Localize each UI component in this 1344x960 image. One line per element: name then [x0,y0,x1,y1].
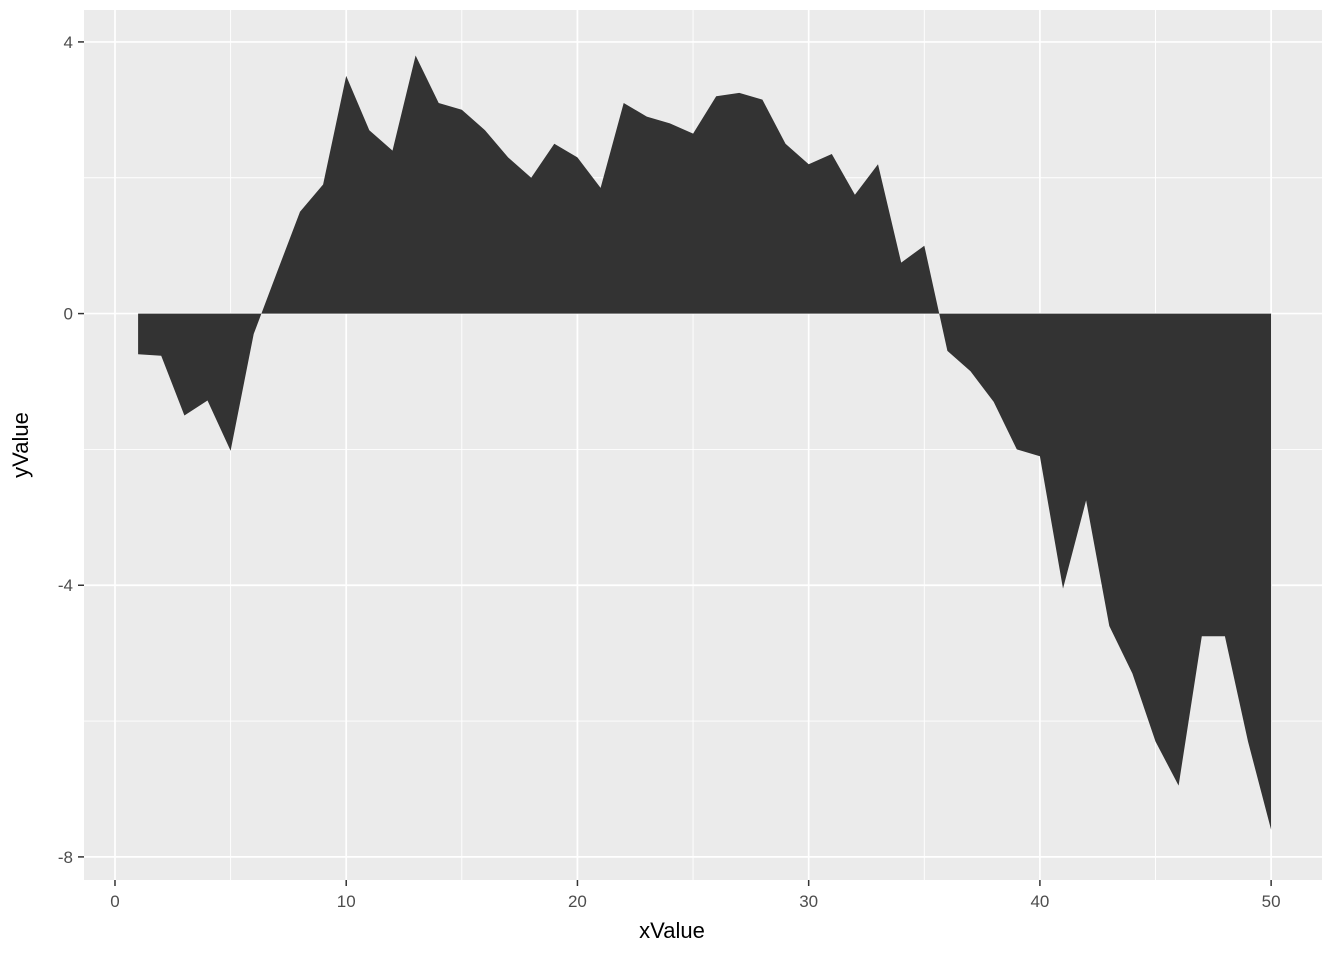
y-tick-label: 4 [64,33,73,52]
y-tick-label: -4 [58,576,73,595]
y-tick-label: 0 [64,305,73,324]
x-tick-label: 50 [1262,892,1281,911]
y-tick-label: -8 [58,848,73,867]
x-tick-label: 30 [799,892,818,911]
x-tick-label: 20 [568,892,587,911]
x-tick-label: 0 [110,892,119,911]
x-axis-title: xValue [639,918,705,943]
x-tick-label: 10 [337,892,356,911]
x-tick-label: 40 [1030,892,1049,911]
y-axis-title: yValue [8,412,33,478]
area-series [138,55,1272,830]
plot-panel [84,10,1322,880]
